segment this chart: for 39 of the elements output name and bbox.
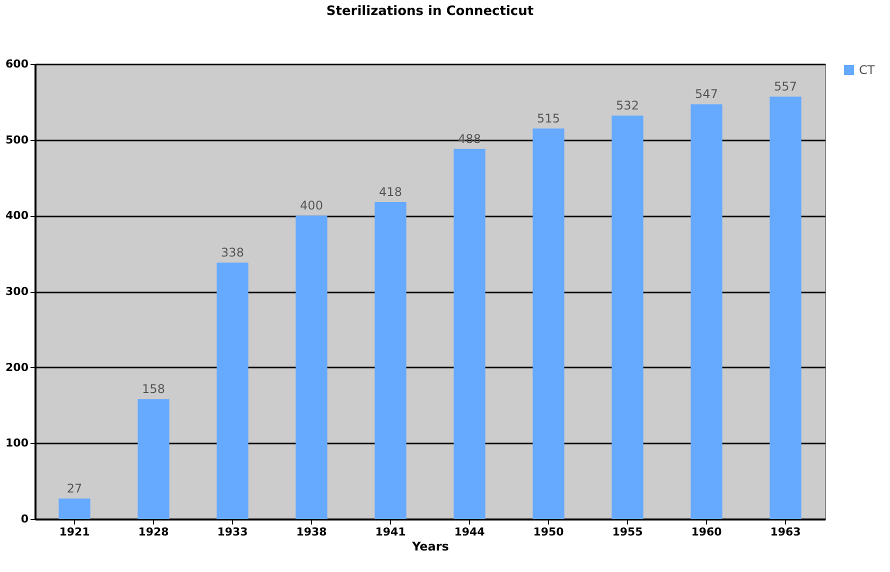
y-tick-label: 300 [6, 285, 29, 298]
x-tick-label: 1928 [138, 526, 169, 538]
data-label: 27 [66, 482, 82, 496]
y-tick-label: 400 [6, 209, 29, 222]
data-label: 400 [300, 198, 323, 213]
y-tick-label: 100 [6, 436, 29, 450]
x-tick-label: 1921 [59, 526, 90, 538]
y-tick-label: 600 [6, 58, 29, 70]
data-label: 418 [379, 185, 402, 200]
y-tick-label: 200 [6, 360, 29, 374]
bar [454, 148, 486, 519]
x-tick-label: 1955 [612, 526, 643, 538]
bar [770, 96, 802, 519]
bar [296, 216, 328, 519]
bar [532, 128, 564, 519]
data-label: 338 [221, 246, 244, 260]
data-label: 515 [537, 111, 560, 126]
chart-title: Sterilizations in Connecticut [326, 4, 534, 19]
bar [374, 202, 406, 519]
x-tick-label: 1960 [691, 526, 722, 538]
legend-label: CT [859, 63, 876, 77]
bar [58, 498, 90, 519]
x-tick-label: 1950 [533, 526, 564, 538]
data-label: 158 [142, 382, 165, 396]
x-axis-title: Years [411, 540, 449, 554]
x-tick-label: 1963 [770, 526, 801, 538]
y-tick-label: 500 [6, 133, 29, 146]
x-tick-label: 1938 [296, 526, 327, 538]
bar [138, 399, 170, 519]
y-tick-label: 0 [20, 512, 29, 526]
data-label: 532 [616, 98, 639, 113]
bar [612, 116, 644, 519]
x-tick-label: 1941 [375, 526, 406, 538]
bar [216, 262, 248, 519]
x-tick-label: 1944 [454, 526, 486, 538]
bar [690, 104, 722, 519]
x-tick-label: 1933 [217, 526, 248, 538]
data-label: 547 [695, 87, 718, 102]
data-label: 557 [774, 80, 797, 94]
